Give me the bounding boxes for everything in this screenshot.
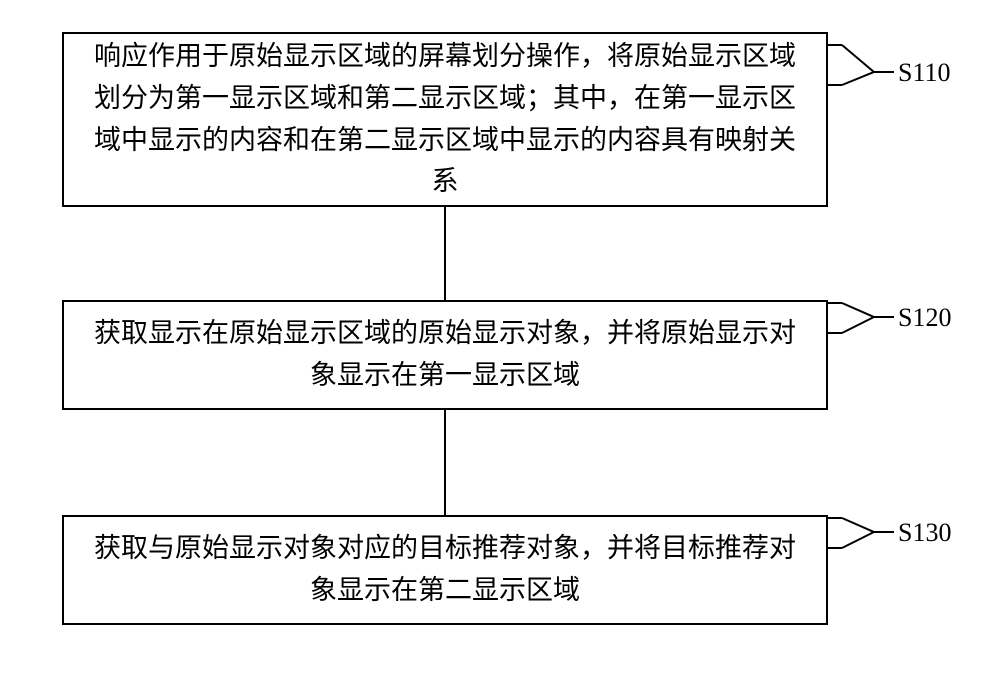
bracket-tail (874, 71, 894, 73)
flow-step-text: 获取显示在原始显示区域的原始显示对象，并将原始显示对象显示在第一显示区域 (84, 313, 806, 397)
flow-step-s130: 获取与原始显示对象对应的目标推荐对象，并将目标推荐对象显示在第二显示区域 (62, 515, 828, 625)
bracket-stub (828, 332, 842, 334)
flow-step-text: 获取与原始显示对象对应的目标推荐对象，并将目标推荐对象显示在第二显示区域 (84, 528, 806, 612)
bracket-line (842, 316, 875, 334)
flow-step-text: 响应作用于原始显示区域的屏幕划分操作，将原始显示区域划分为第一显示区域和第二显示… (84, 36, 806, 203)
bracket-line (842, 517, 875, 533)
bracket-stub (828, 517, 842, 519)
bracket-stub (828, 84, 842, 86)
connector-s110-s120 (444, 207, 446, 300)
bracket-stub (828, 44, 842, 46)
bracket-stub (828, 302, 842, 304)
flowchart-canvas: 响应作用于原始显示区域的屏幕划分操作，将原始显示区域划分为第一显示区域和第二显示… (0, 0, 1000, 677)
step-label-s110: S110 (898, 58, 951, 88)
bracket-line (842, 302, 875, 318)
flow-step-s120: 获取显示在原始显示区域的原始显示对象，并将原始显示对象显示在第一显示区域 (62, 300, 828, 410)
bracket-line (842, 531, 875, 549)
flow-step-s110: 响应作用于原始显示区域的屏幕划分操作，将原始显示区域划分为第一显示区域和第二显示… (62, 32, 828, 207)
bracket-line (841, 44, 874, 73)
connector-s120-s130 (444, 410, 446, 515)
bracket-tail (874, 316, 894, 318)
bracket-stub (828, 547, 842, 549)
step-label-s120: S120 (898, 303, 951, 333)
bracket-tail (874, 531, 894, 533)
bracket-line (842, 71, 875, 86)
step-label-s130: S130 (898, 518, 951, 548)
